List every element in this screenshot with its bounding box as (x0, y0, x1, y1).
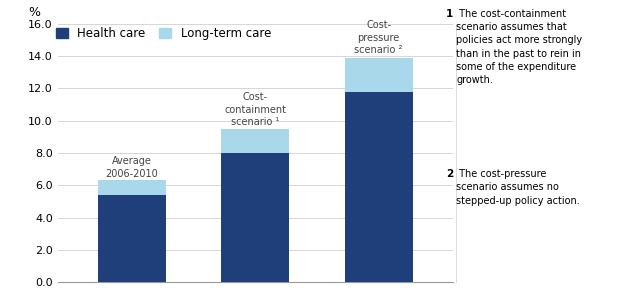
Text: 1: 1 (446, 9, 453, 19)
Text: The cost-containment
scenario assumes that
policies act more strongly
than in th: The cost-containment scenario assumes th… (456, 9, 582, 85)
Text: Average
2006-2010: Average 2006-2010 (105, 157, 158, 179)
Text: 2: 2 (446, 169, 453, 179)
Text: The cost-pressure
scenario assumes no
stepped-up policy action.: The cost-pressure scenario assumes no st… (456, 169, 580, 206)
Bar (345, 91, 413, 282)
Bar (345, 58, 413, 91)
Bar (221, 153, 289, 282)
Text: Cost-
containment
scenario ¹: Cost- containment scenario ¹ (224, 92, 286, 127)
Bar (98, 195, 166, 282)
Y-axis label: %: % (28, 6, 40, 19)
Bar (221, 129, 289, 153)
Text: Cost-
pressure
scenario ²: Cost- pressure scenario ² (354, 20, 403, 55)
Bar (98, 180, 166, 195)
Legend: Health care, Long-term care: Health care, Long-term care (51, 22, 276, 45)
